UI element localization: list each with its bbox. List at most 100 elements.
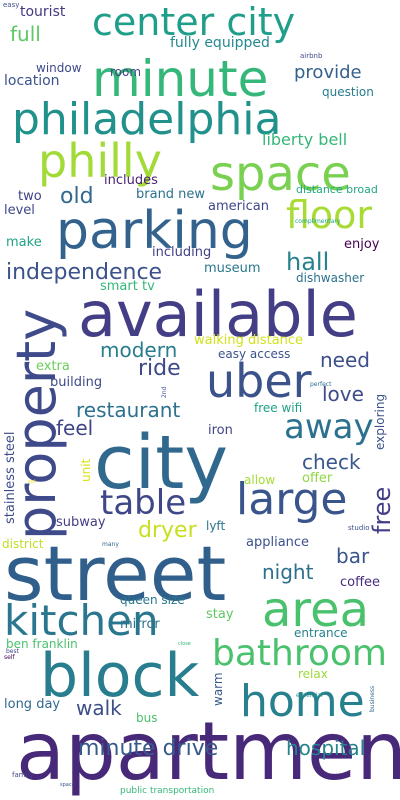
- word-perfect: perfect: [310, 381, 332, 388]
- word-level: level: [4, 203, 35, 218]
- word-parking: parking: [56, 201, 253, 261]
- word-easy-access: easy access: [218, 347, 291, 361]
- word-night: night: [262, 560, 314, 584]
- word-provide: provide: [294, 62, 362, 83]
- word-including: including: [152, 245, 212, 260]
- word-exploring: exploring: [373, 393, 387, 450]
- word-liberty-bell: liberty bell: [262, 130, 348, 149]
- word-best: best: [6, 648, 19, 655]
- word-two: two: [18, 189, 42, 204]
- word-make: make: [6, 235, 42, 250]
- word-apartment: apartment: [16, 705, 400, 798]
- word-stainless-steel: stainless steel: [3, 431, 18, 524]
- word-coffee: coffee: [340, 575, 381, 590]
- word-love: love: [322, 382, 364, 406]
- word-business: business: [369, 685, 376, 712]
- word-street: street: [4, 529, 227, 618]
- word-need: need: [320, 348, 370, 372]
- word-walk: walk: [76, 696, 122, 720]
- word-district: district: [2, 537, 44, 551]
- word-many: many: [102, 541, 119, 548]
- word-available: available: [78, 278, 358, 351]
- word-queen-size: queen size: [120, 593, 185, 607]
- word-warm: warm: [211, 672, 225, 706]
- word-uber: uber: [206, 354, 312, 408]
- word-center-city: center city: [92, 0, 296, 44]
- word-room: room: [110, 65, 142, 79]
- word-walking-distance: walking distance: [194, 333, 304, 348]
- word-independence: independence: [6, 260, 163, 285]
- word-includes: includes: [104, 173, 158, 188]
- word-mirror: mirror: [120, 617, 160, 632]
- word-iron: iron: [208, 423, 233, 438]
- word-lyft: lyft: [206, 519, 226, 533]
- word-relax: relax: [298, 667, 328, 681]
- word-tourist: tourist: [20, 4, 66, 20]
- word-fully-equipped: fully equipped: [170, 35, 270, 51]
- word-ben-franklin: ben franklin: [6, 637, 78, 651]
- word-appliance: appliance: [246, 535, 310, 550]
- word-city: city: [94, 420, 229, 506]
- word-area: area: [262, 582, 370, 638]
- word-set: set: [28, 479, 36, 485]
- word-offer: offer: [302, 471, 333, 486]
- word-entrance: entrance: [294, 626, 348, 640]
- word-full: full: [10, 22, 41, 46]
- word-modern: modern: [100, 338, 178, 362]
- word-space: space: [210, 146, 351, 202]
- word-dishwasher: dishwasher: [296, 271, 365, 285]
- word-allow: allow: [244, 473, 276, 487]
- word-free: free: [368, 486, 396, 534]
- word-easy: easy: [3, 1, 20, 9]
- word-hospital: hospital: [286, 736, 366, 760]
- word-brand-new: brand new: [136, 187, 206, 202]
- word-bar: bar: [336, 544, 370, 568]
- word-complimentary: complimentary: [295, 218, 341, 225]
- word-restaurant: restaurant: [76, 398, 181, 422]
- word-feel: feel: [56, 416, 94, 440]
- word-stay: stay: [206, 607, 234, 622]
- word-window: window: [36, 61, 82, 75]
- word-smart-tv: smart tv: [100, 279, 155, 294]
- word-hall: hall: [286, 248, 330, 276]
- word-floor: floor: [286, 193, 373, 237]
- word-philly: philly: [38, 134, 162, 188]
- word-self: self: [4, 654, 15, 661]
- word-check: check: [302, 450, 361, 474]
- word-location: location: [4, 73, 60, 89]
- word-museum: museum: [204, 261, 261, 276]
- word-ride: ride: [138, 356, 181, 381]
- word-minute-drive: minute drive: [78, 736, 219, 761]
- word-american: american: [208, 199, 269, 214]
- word-minute: minute: [92, 50, 269, 108]
- word-large: large: [236, 474, 348, 525]
- word-essential: essential: [296, 692, 323, 699]
- word-free-wifi: free wifi: [254, 401, 303, 415]
- word-space-small: space: [60, 782, 75, 788]
- word-subway: subway: [56, 515, 106, 530]
- word-airbnb: airbnb: [300, 52, 323, 60]
- word-old: old: [60, 184, 94, 209]
- word-table: table: [100, 483, 187, 523]
- word-distance-broad: distance broad: [296, 183, 378, 196]
- word-enjoy: enjoy: [344, 237, 380, 252]
- word-away: away: [284, 407, 374, 447]
- word-public-transportation: public transportation: [120, 786, 215, 796]
- word-2nd: 2nd: [161, 386, 168, 398]
- word-unit: unit: [79, 458, 93, 482]
- word-kitchen: kitchen: [4, 596, 159, 645]
- word-long-day: long day: [4, 697, 61, 712]
- word-bathroom: bathroom: [212, 633, 387, 674]
- word-bus: bus: [136, 711, 158, 725]
- word-extra: extra: [36, 359, 70, 374]
- word-close: close: [178, 641, 191, 647]
- word-building: building: [50, 375, 103, 390]
- word-family: family: [12, 771, 34, 779]
- word-question: question: [322, 85, 374, 99]
- word-dryer: dryer: [138, 518, 197, 543]
- word-home: home: [240, 676, 365, 727]
- word-block: block: [40, 641, 200, 711]
- word-studio: studio: [348, 524, 370, 532]
- word-philadelphia: philadelphia: [12, 94, 282, 145]
